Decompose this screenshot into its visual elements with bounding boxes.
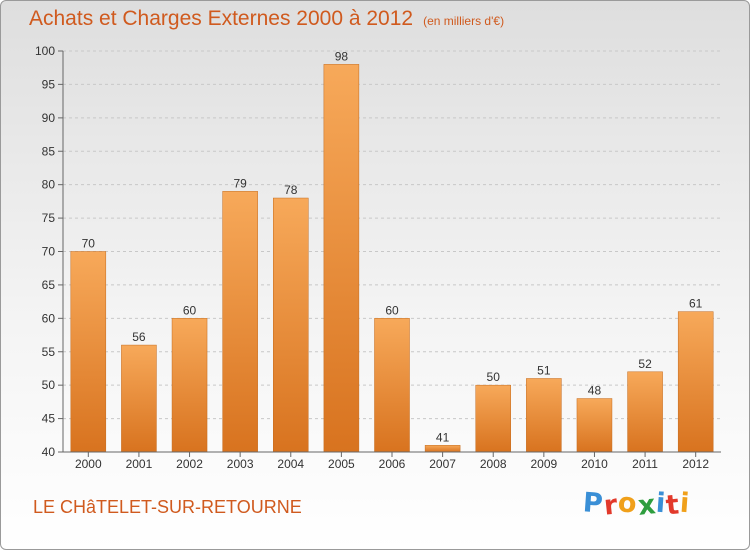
data-label: 50: [487, 370, 501, 384]
chart-subtitle: (en milliers d'€): [423, 14, 505, 28]
data-label: 52: [638, 357, 652, 371]
bar-2012[interactable]: [677, 311, 714, 453]
x-tick-label: 2007: [429, 457, 456, 471]
bar-2006[interactable]: [374, 318, 410, 453]
y-tick-label: 45: [42, 412, 56, 426]
bar-2008[interactable]: [475, 384, 511, 453]
x-tick-label: 2002: [176, 457, 203, 471]
data-label: 79: [233, 176, 247, 190]
x-axis-ticks: 2000 2001 2002 2003 2004 2005 2006 2007 2008 2009…: [75, 452, 709, 471]
y-tick-label: 70: [42, 245, 56, 259]
logo-letter: o: [617, 487, 639, 520]
bar-2004[interactable]: [273, 197, 309, 453]
bar-2009[interactable]: [526, 378, 562, 453]
y-tick-label: 75: [42, 211, 56, 225]
data-label: 98: [335, 49, 349, 63]
commune-name: LE CHâTELET-SUR-RETOURNE: [33, 497, 302, 517]
title-line: Achats et Charges Externes 2000 à 2012 (e…: [29, 7, 504, 31]
bar-2001[interactable]: [121, 344, 157, 453]
x-tick-label: 2003: [227, 457, 254, 471]
y-axis-ticks: 40 45 50 55 60 65 70 75 80 85 90 95 100: [35, 44, 63, 459]
y-tick-label: 55: [42, 345, 56, 359]
y-tick-label: 80: [42, 178, 56, 192]
data-label: 51: [537, 363, 551, 377]
data-label: 48: [588, 384, 602, 398]
x-tick-label: 2000: [75, 457, 102, 471]
chart-title: Achats et Charges Externes 2000 à 2012: [29, 7, 414, 30]
x-tick-label: 2001: [126, 457, 153, 471]
proxiti-logo[interactable]: Proxiti: [581, 487, 692, 522]
bar-2007[interactable]: [424, 445, 461, 453]
data-label: 70: [82, 237, 96, 251]
data-label: 61: [689, 297, 703, 311]
data-labels: 70 56 60 79 78 98 60 41 50 51 48 52 61: [82, 49, 703, 444]
logo-letter: P: [581, 487, 605, 520]
bar-2000[interactable]: [70, 251, 107, 453]
x-tick-label: 2005: [328, 457, 355, 471]
x-tick-label: 2011: [632, 457, 658, 471]
y-tick-label: 65: [42, 278, 56, 292]
data-label: 60: [183, 303, 197, 317]
y-tick-label: 100: [35, 44, 55, 58]
bar-2010[interactable]: [576, 398, 613, 453]
x-tick-label: 2006: [379, 457, 406, 471]
y-tick-label: 90: [42, 111, 56, 125]
y-tick-label: 50: [42, 378, 56, 392]
y-tick-label: 95: [42, 77, 56, 91]
y-tick-label: 40: [42, 445, 56, 459]
bars: [70, 64, 714, 453]
x-tick-label: 2010: [581, 457, 608, 471]
data-label: 60: [385, 303, 399, 317]
data-label: 78: [284, 183, 298, 197]
data-label: 56: [132, 330, 146, 344]
x-tick-label: 2009: [530, 457, 557, 471]
y-tick-label: 85: [42, 144, 56, 158]
bar-2011[interactable]: [627, 371, 663, 453]
bar-2003[interactable]: [222, 191, 258, 453]
x-tick-label: 2008: [480, 457, 507, 471]
x-tick-label: 2012: [682, 457, 709, 471]
bar-2002[interactable]: [171, 318, 208, 453]
y-tick-label: 60: [42, 311, 56, 325]
logo-letter: i: [679, 487, 692, 520]
data-label: 41: [436, 430, 450, 444]
x-tick-label: 2004: [277, 457, 304, 471]
bar-2005[interactable]: [323, 64, 360, 453]
